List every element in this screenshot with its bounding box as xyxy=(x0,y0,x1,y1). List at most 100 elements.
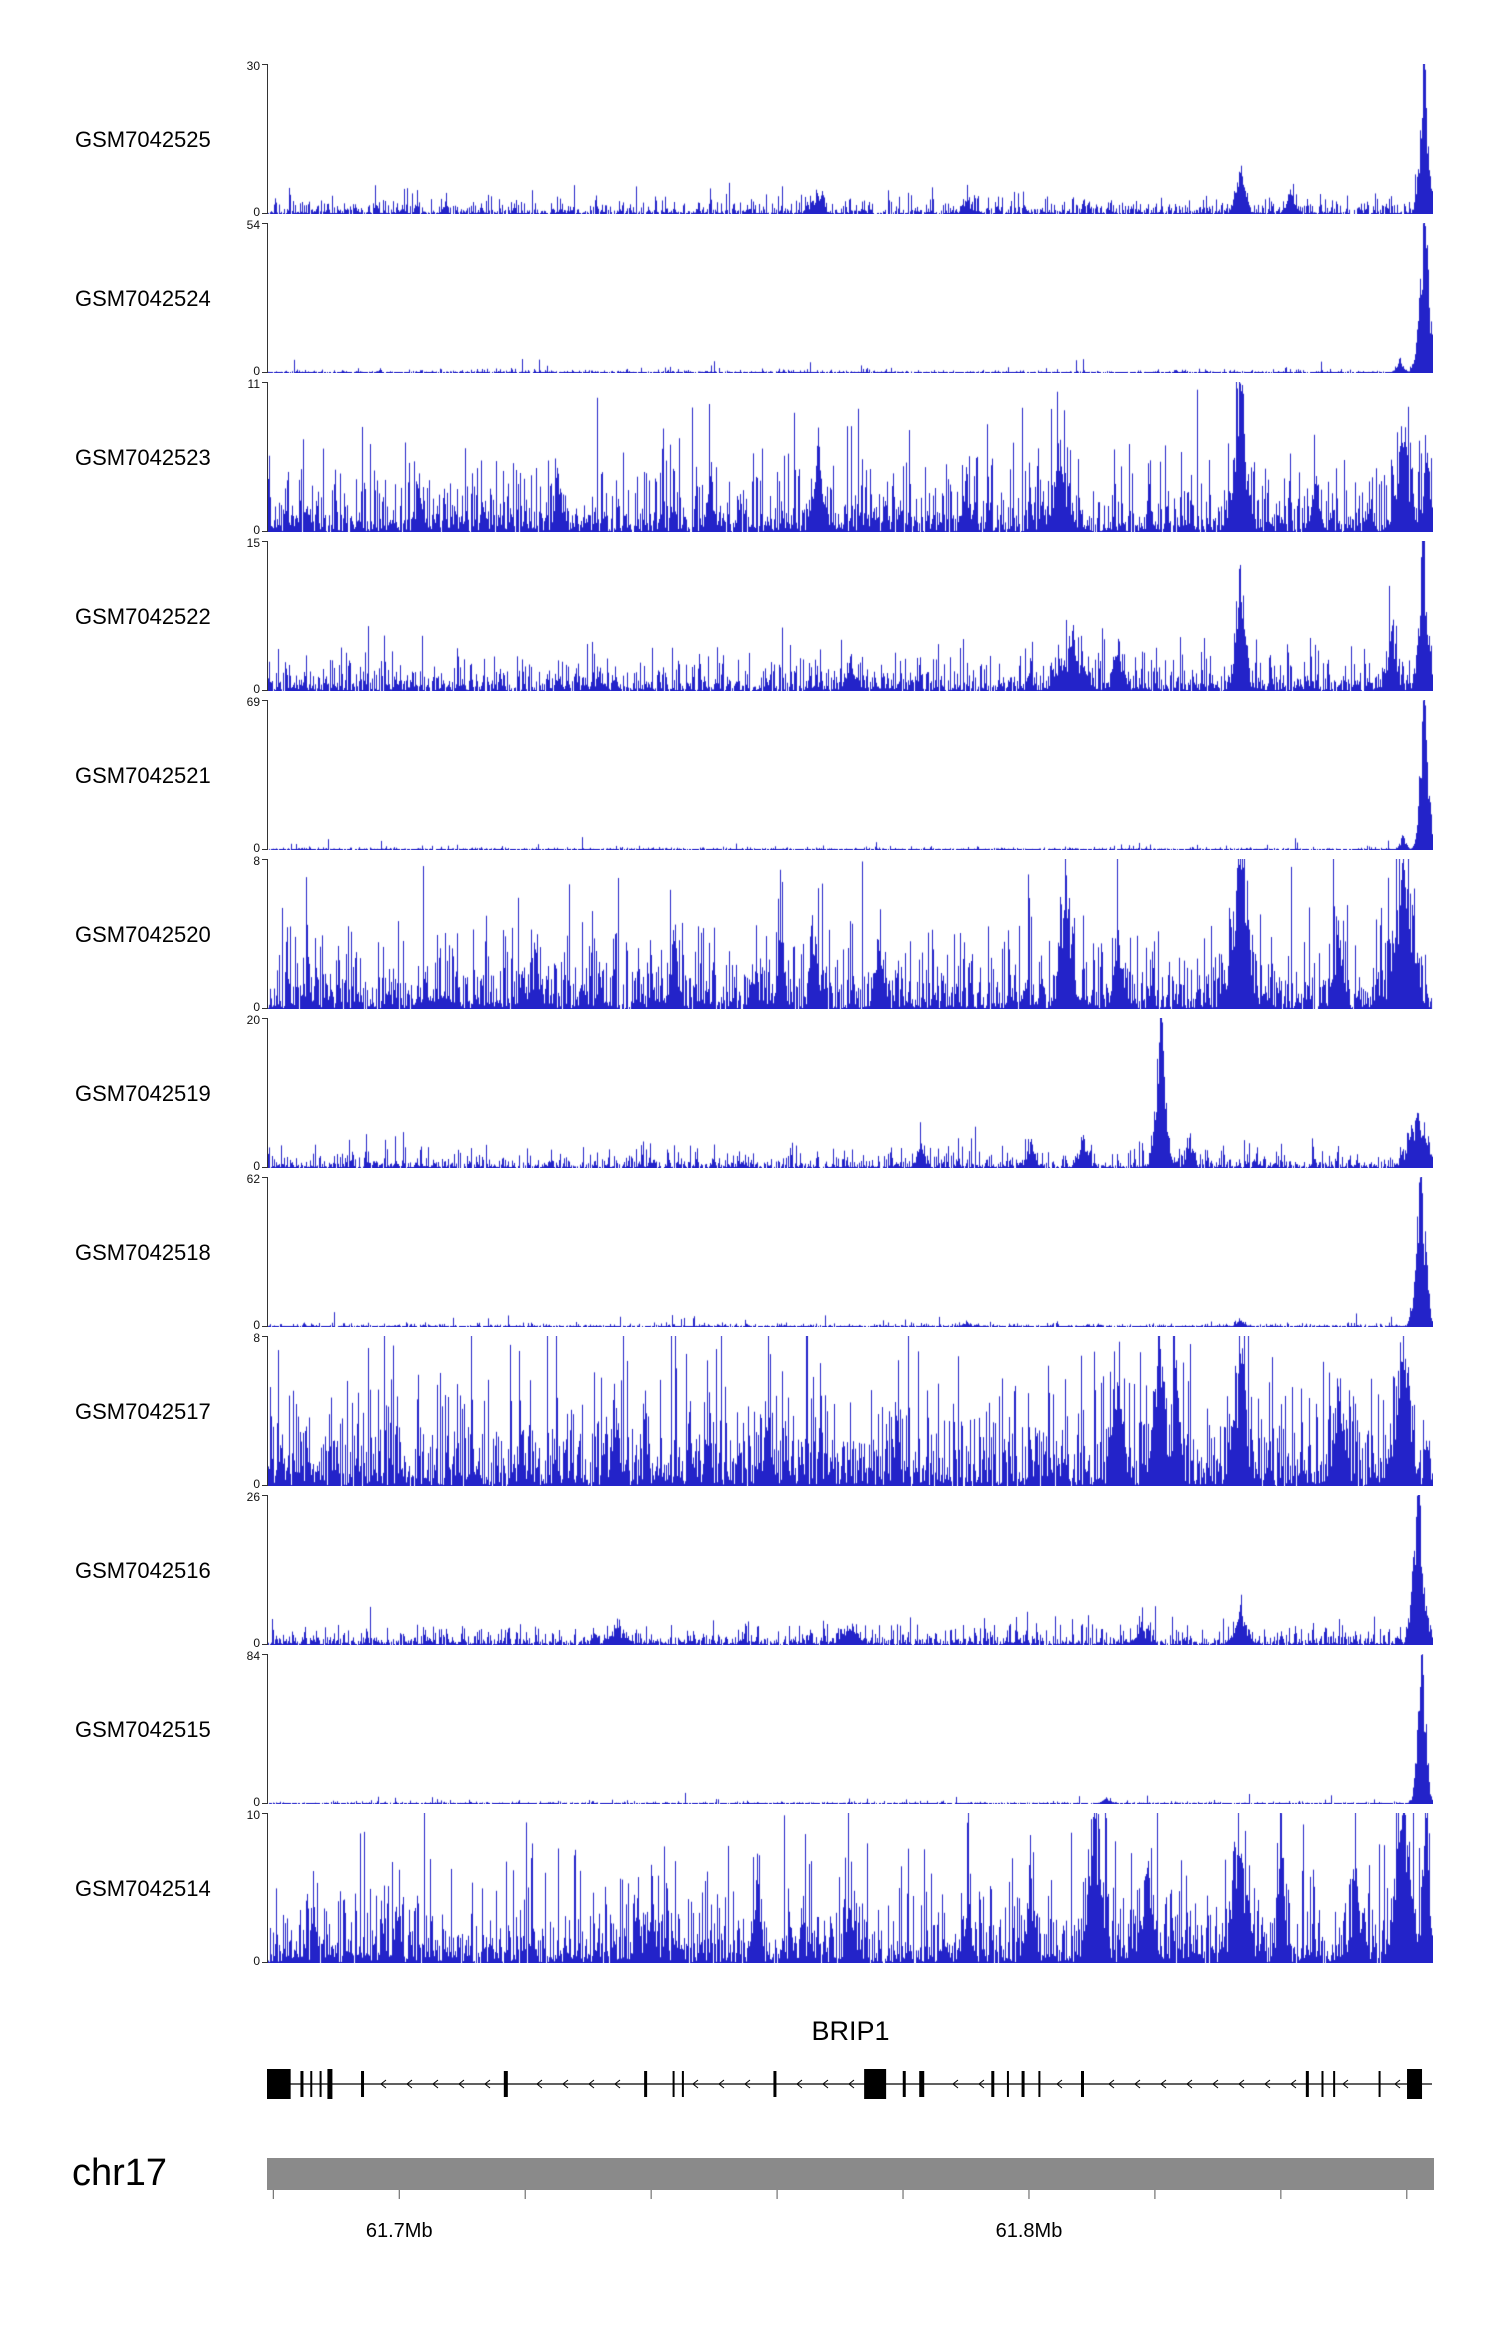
track-ymax-label: 8 xyxy=(253,1331,260,1345)
coverage-signal-canvas xyxy=(268,1336,1433,1486)
y-axis-tick-bottom xyxy=(262,1167,267,1168)
y-axis-tick-top xyxy=(262,859,267,860)
track-yzero-label: 0 xyxy=(253,1000,260,1014)
coverage-signal-canvas xyxy=(268,1654,1433,1804)
coverage-signal-canvas xyxy=(268,859,1433,1009)
y-axis-tick-bottom xyxy=(262,690,267,691)
track-yzero-label: 0 xyxy=(253,1159,260,1173)
y-axis-tick-top xyxy=(262,1495,267,1496)
y-axis-tick-bottom xyxy=(262,531,267,532)
track-yzero-label: 0 xyxy=(253,841,260,855)
track-plot-area: 20 0 xyxy=(247,1014,1434,1172)
track-sample-label: GSM7042517 xyxy=(75,1398,211,1424)
track-sample-label: GSM7042520 xyxy=(75,921,211,947)
y-axis-tick-top xyxy=(262,382,267,383)
coverage-track-row: GSM7042514 10 0 xyxy=(0,1809,1500,1968)
track-sample-label: GSM7042516 xyxy=(75,1557,211,1583)
track-ymax-label: 62 xyxy=(246,1172,260,1186)
y-axis-tick-bottom xyxy=(262,213,267,214)
y-axis-tick-top xyxy=(262,1177,267,1178)
y-axis-tick-bottom xyxy=(262,1326,267,1327)
coverage-signal-canvas xyxy=(268,1177,1433,1327)
y-axis-tick-bottom xyxy=(262,1008,267,1009)
track-yzero-label: 0 xyxy=(253,682,260,696)
coverage-track-row: GSM7042517 8 0 xyxy=(0,1332,1500,1491)
track-plot-area: 84 0 xyxy=(247,1650,1434,1808)
track-plot-area: 62 0 xyxy=(247,1173,1434,1331)
y-axis-tick-bottom xyxy=(262,372,267,373)
track-ymax-label: 11 xyxy=(247,377,260,391)
coverage-signal-canvas xyxy=(268,541,1433,691)
track-plot-area: 11 0 xyxy=(248,378,1434,536)
track-sample-label: GSM7042524 xyxy=(75,285,211,311)
track-plot-area: 54 0 xyxy=(247,219,1434,377)
track-ymax-label: 84 xyxy=(246,1649,260,1663)
track-sample-label: GSM7042522 xyxy=(75,603,211,629)
chromosome-ideogram-bar xyxy=(267,2158,1434,2190)
gene-name-label: BRIP1 xyxy=(811,2016,890,2046)
coverage-signal-canvas xyxy=(268,1813,1433,1963)
y-axis-tick-top xyxy=(262,223,267,224)
track-yzero-label: 0 xyxy=(253,1954,260,1968)
y-axis-tick-bottom xyxy=(262,1803,267,1804)
track-ymax-label: 20 xyxy=(246,1013,260,1027)
track-sample-label: GSM7042518 xyxy=(75,1239,211,1265)
track-sample-label: GSM7042515 xyxy=(75,1716,211,1742)
track-ymax-label: 69 xyxy=(246,695,260,709)
track-sample-label: GSM7042523 xyxy=(75,444,211,470)
track-plot-area: 8 0 xyxy=(253,855,1434,1013)
track-ymax-label: 10 xyxy=(246,1808,260,1822)
coverage-track-row: GSM7042516 26 0 xyxy=(0,1491,1500,1650)
coverage-signal-canvas xyxy=(268,1495,1433,1645)
track-yzero-label: 0 xyxy=(253,523,260,537)
track-yzero-label: 0 xyxy=(253,1477,260,1491)
track-ymax-label: 26 xyxy=(246,1490,260,1504)
coverage-signal-canvas xyxy=(268,223,1433,373)
track-plot-area: 26 0 xyxy=(247,1491,1434,1649)
track-plot-area: 69 0 xyxy=(247,696,1434,854)
coverage-signal-canvas xyxy=(268,1018,1433,1168)
coverage-track-row: GSM7042520 8 0 xyxy=(0,855,1500,1014)
y-axis-tick-top xyxy=(262,541,267,542)
track-sample-label: GSM7042521 xyxy=(75,762,211,788)
y-axis-tick-bottom xyxy=(262,849,267,850)
track-sample-label: GSM7042519 xyxy=(75,1080,211,1106)
coverage-signal-canvas xyxy=(268,64,1433,214)
ruler-tick-label: 61.7Mb xyxy=(365,2220,433,2242)
track-yzero-label: 0 xyxy=(253,1636,260,1650)
track-ymax-label: 30 xyxy=(246,59,260,73)
gene-model-track xyxy=(267,2069,1432,2099)
coverage-track-row: GSM7042521 69 0 xyxy=(0,696,1500,855)
coverage-track-list: GSM7042525 30 0 GSM7042524 54 0 GSM70425… xyxy=(0,60,1500,1968)
track-ymax-label: 54 xyxy=(246,218,260,232)
coverage-signal-canvas xyxy=(268,382,1433,532)
coordinate-ruler xyxy=(272,2190,1408,2199)
coverage-signal-canvas xyxy=(268,700,1433,850)
coverage-track-row: GSM7042524 54 0 xyxy=(0,219,1500,378)
track-plot-area: 10 0 xyxy=(247,1809,1434,1967)
track-plot-area: 8 0 xyxy=(253,1332,1434,1490)
y-axis-tick-bottom xyxy=(262,1485,267,1486)
y-axis-tick-top xyxy=(262,64,267,65)
track-plot-area: 15 0 xyxy=(247,537,1434,695)
y-axis-tick-top xyxy=(262,1813,267,1814)
y-axis-tick-top xyxy=(262,700,267,701)
track-yzero-label: 0 xyxy=(253,1795,260,1809)
ruler-tick-label: 61.8Mb xyxy=(995,2220,1063,2242)
chromosome-label: chr17 xyxy=(72,2152,168,2194)
track-yzero-label: 0 xyxy=(253,364,260,378)
track-plot-area: 30 0 xyxy=(247,60,1434,218)
track-ymax-label: 15 xyxy=(246,536,260,550)
coverage-track-row: GSM7042515 84 0 xyxy=(0,1650,1500,1809)
coverage-track-row: GSM7042525 30 0 xyxy=(0,60,1500,219)
coverage-track-row: GSM7042518 62 0 xyxy=(0,1173,1500,1332)
y-axis-tick-top xyxy=(262,1654,267,1655)
y-axis-tick-top xyxy=(262,1018,267,1019)
coverage-track-row: GSM7042519 20 0 xyxy=(0,1014,1500,1173)
track-sample-label: GSM7042525 xyxy=(75,126,211,152)
coverage-track-row: GSM7042522 15 0 xyxy=(0,537,1500,696)
y-axis-tick-top xyxy=(262,1336,267,1337)
track-yzero-label: 0 xyxy=(253,205,260,219)
ruler-label-row: 61.7Mb 61.8Mb xyxy=(267,2220,1434,2248)
track-yzero-label: 0 xyxy=(253,1318,260,1332)
